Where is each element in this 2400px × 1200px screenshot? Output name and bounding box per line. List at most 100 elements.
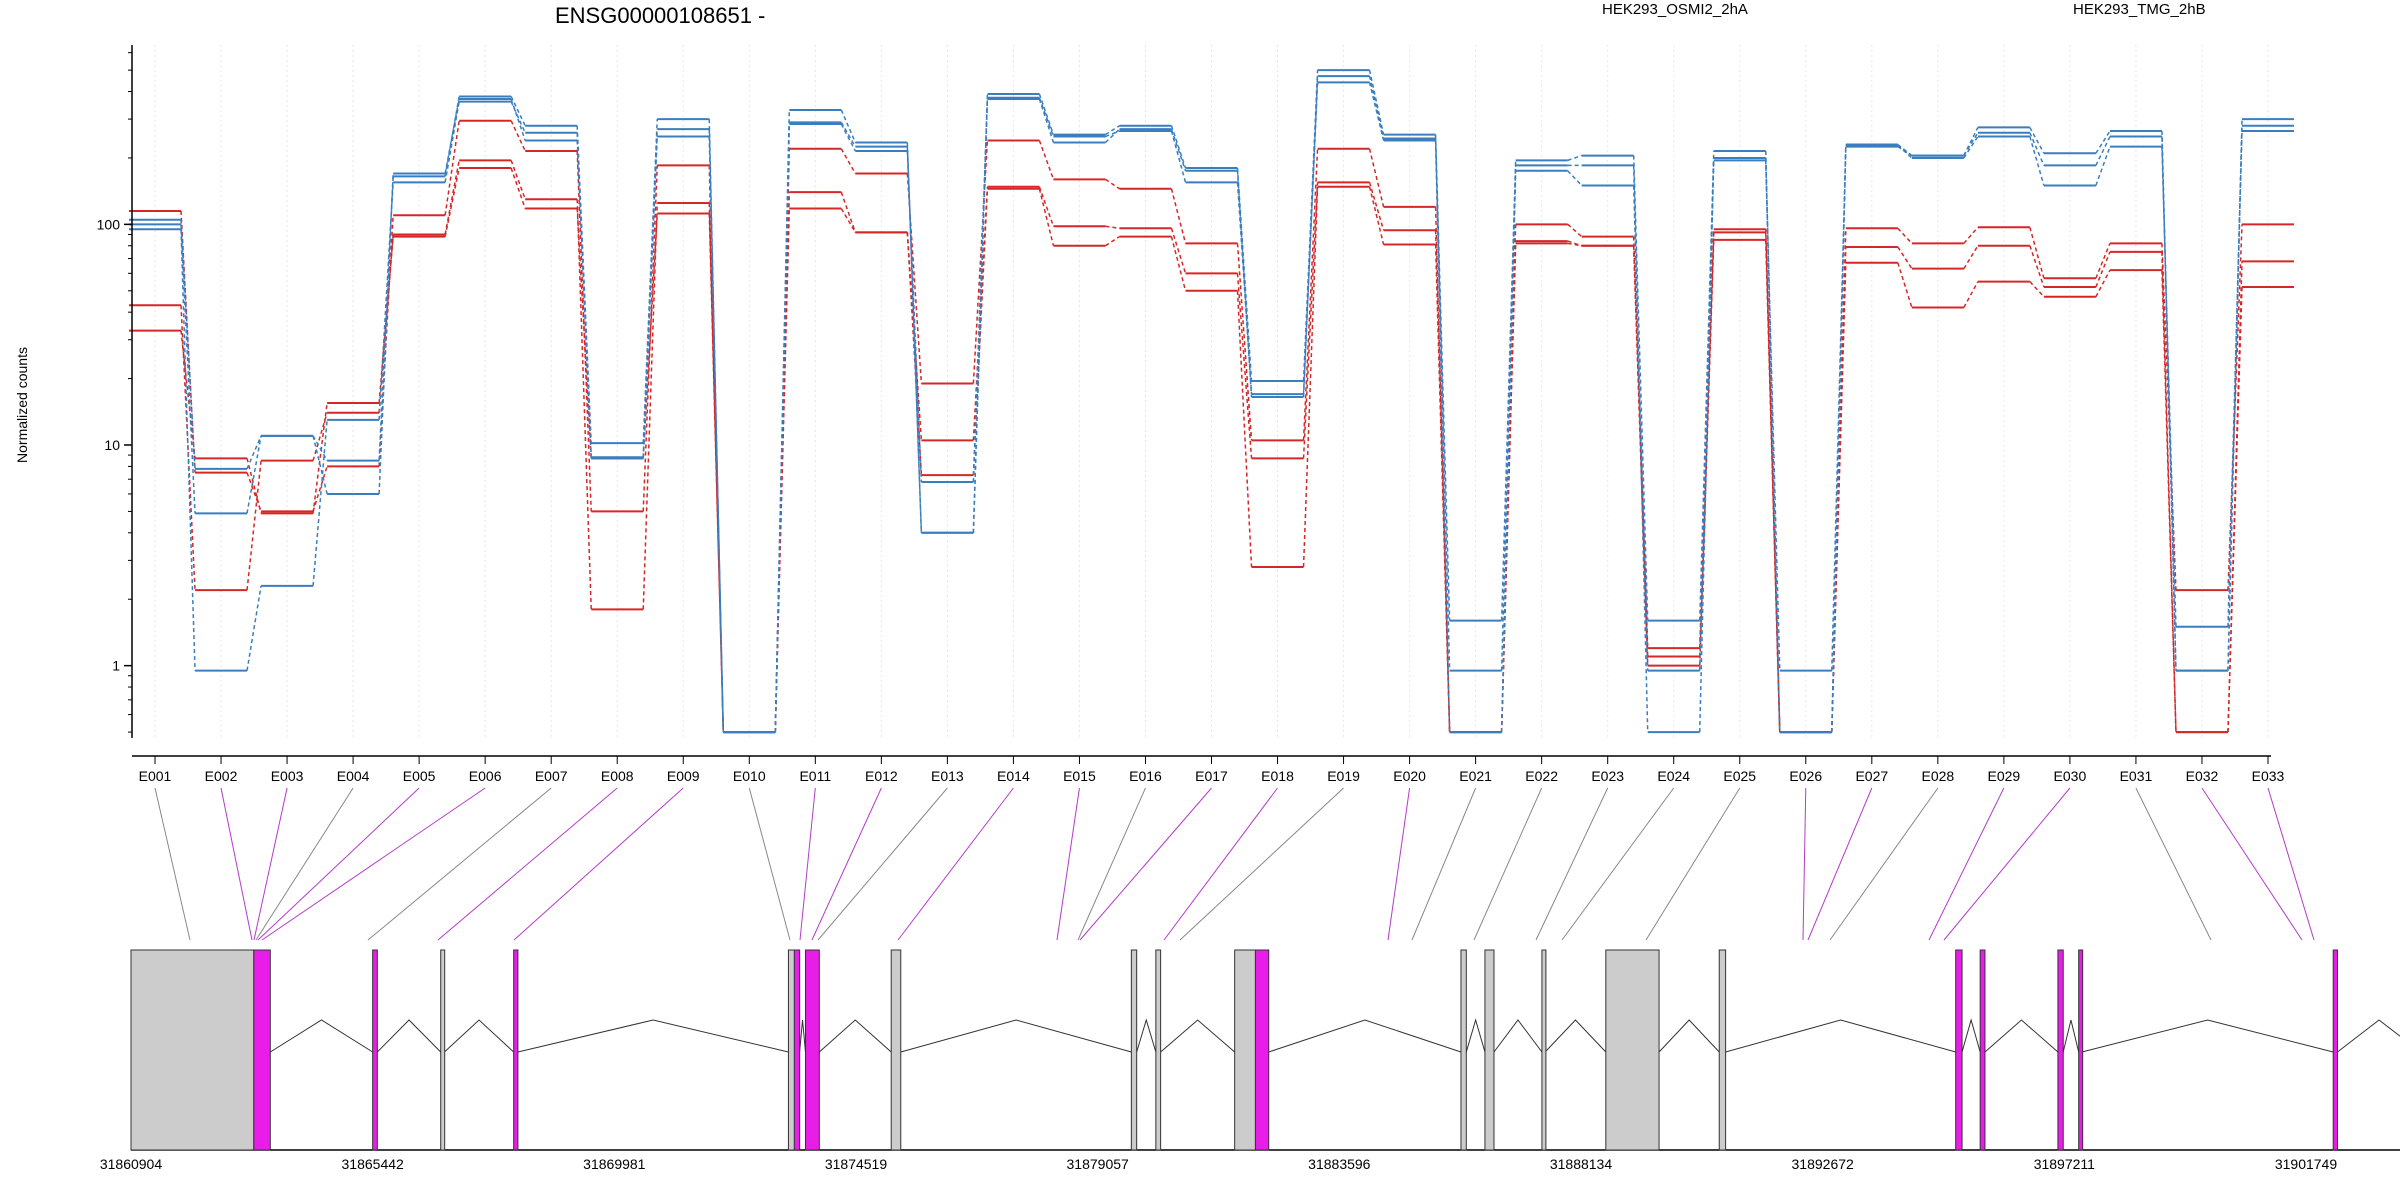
series-connector [1434,244,1451,733]
coding-exon [2078,949,2084,1151]
coding-exon [253,949,271,1151]
exon-connector [1943,787,2071,941]
utr-exon [890,949,902,1151]
series-connector [2095,130,2111,154]
series-connector [1765,157,1781,733]
x-tick-label: E022 [1525,768,1558,784]
series-connector [378,173,394,494]
series-connector [1567,242,1582,247]
utr-exon [1155,949,1162,1151]
exon-connector [1645,787,1741,941]
series-connector [642,213,658,459]
exon-connector [1802,787,1807,941]
series-connector [708,213,725,733]
x-tick-label: E003 [271,768,304,784]
series-connector [642,202,658,610]
series-connector [510,120,526,152]
series-connector [1963,226,1979,244]
exon-connector [1535,787,1609,941]
series-connector [1897,262,1913,308]
series-connector [1368,182,1385,231]
intron-line [2062,1019,2080,1053]
utr-exon [1484,949,1495,1151]
series-connector [2095,136,2111,166]
exon-connectors [154,787,2315,941]
series-connector [1170,128,1187,171]
x-tick-label: E007 [535,768,568,784]
exon-connector [811,787,882,941]
series-connector [1038,93,1055,135]
coding-exon [793,949,801,1151]
intron-line [799,1019,806,1053]
series-group [129,167,2294,734]
series-connector [1897,144,1913,159]
series-connector [2029,136,2045,186]
series-connector [840,191,857,233]
series-connector [1105,178,1120,190]
series-connector [180,229,196,671]
series-connector [1170,130,1187,183]
series-connector [906,150,923,482]
exon-connector [257,787,420,941]
series-connector [972,140,989,384]
coding-exon [513,949,519,1151]
x-tick-label: E030 [2054,768,2087,784]
coordinate-label: 31901749 [2275,1156,2338,1172]
series-connector [1765,239,1781,733]
intron-line [444,1019,514,1053]
series-connector [840,208,856,233]
coordinate-label: 31869981 [583,1156,646,1172]
intron-line [2081,1019,2334,1053]
series-group [129,81,2294,734]
series-connector [246,435,262,514]
series-connector [246,585,262,671]
series-connector [2227,287,2243,733]
series-connector [510,98,526,141]
utr-exon [1718,949,1727,1151]
x-tick-label: E021 [1459,768,1492,784]
exon-connector [255,787,354,941]
series-connector [1500,241,1517,733]
series-connector [2029,127,2045,154]
x-tick-label: E015 [1063,768,1096,784]
series-connector [840,109,857,143]
x-tick-label: E023 [1591,768,1624,784]
exon-connector [748,787,791,941]
exon-connector [897,787,1014,941]
series-connector [1831,145,1847,671]
y-tick-label: 10 [104,437,120,453]
intron-line [1544,1019,1607,1053]
series-connector [1302,186,1319,568]
intron-line [376,1019,442,1053]
series-connector [642,165,658,512]
series-connector [510,167,526,209]
x-tick-label: E002 [205,768,238,784]
exon-connector [1807,787,1873,941]
series-connector [1765,160,1781,671]
series-connector [1368,75,1385,139]
series-connector [1567,223,1583,238]
series-connector [1567,170,1583,187]
exon-connector [261,787,486,941]
series-connector [840,121,856,148]
series-connector [1038,97,1055,137]
y-tick-label: 100 [97,216,121,232]
series-connector [906,146,923,533]
series-connector [2029,227,2045,279]
series-connector [1038,186,1055,227]
series-connector [1897,227,1913,244]
series-connector [510,96,526,127]
x-tick-label: E025 [1723,768,1756,784]
x-tick-label: E008 [601,768,634,784]
series-connector [1105,130,1120,138]
series-connector [2161,136,2177,671]
exon-connector [1056,787,1080,941]
x-tick-label: E016 [1129,768,1162,784]
intron-line [1725,1019,1956,1053]
series-connector [312,435,328,495]
x-tick-label: E028 [1921,768,1954,784]
coordinate-label: 31879057 [1067,1156,1130,1172]
series-connector [840,148,856,174]
series-connector [1302,82,1319,395]
